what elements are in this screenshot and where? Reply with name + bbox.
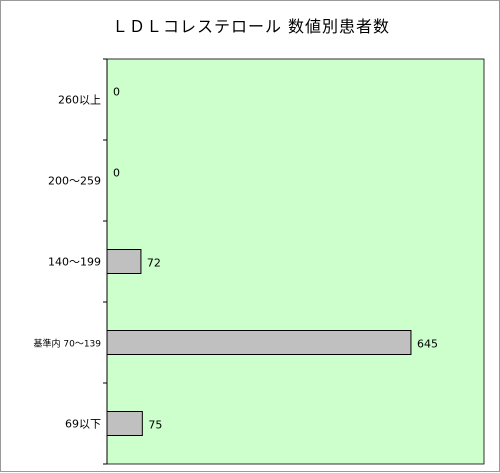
labels: 0 0 72 645 75 (113, 86, 438, 432)
bar (106, 330, 412, 355)
value-label: 0 (113, 167, 120, 180)
plot-area (106, 58, 485, 465)
value-label: 0 (113, 86, 120, 99)
category-label: 基準内 70～139 (34, 338, 102, 350)
y-axis: 260以上 200～259 140～199 基準内 70～139 69以下 (34, 58, 108, 465)
bars (106, 249, 412, 436)
category-label: 140～199 (48, 256, 101, 269)
chart-title: ＬＤＬコレステロール 数値別患者数 (112, 17, 390, 36)
bar (106, 249, 142, 274)
category-label: 260以上 (58, 94, 101, 107)
value-label: 72 (147, 257, 161, 270)
bar (106, 411, 143, 436)
category-label: 200～259 (48, 175, 101, 188)
value-label: 75 (148, 419, 162, 432)
value-label: 645 (417, 338, 438, 351)
category-label: 69以下 (65, 418, 101, 431)
